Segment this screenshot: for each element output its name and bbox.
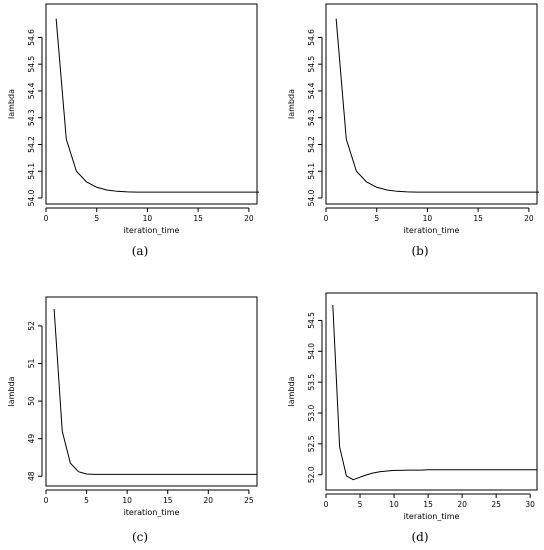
y-tick-label: 53.5 — [307, 374, 316, 391]
y-axis-label: lambda — [287, 89, 296, 119]
plot-frame — [45, 3, 258, 205]
x-tick-label: 5 — [94, 214, 99, 223]
y-tick-label: 52.0 — [307, 466, 316, 483]
x-tick-label: 5 — [84, 496, 89, 505]
y-axis-label: lambda — [7, 376, 16, 406]
x-tick-label: 15 — [163, 496, 173, 505]
y-axis-label: lambda — [287, 376, 296, 406]
x-axis-label: iteration_time — [124, 226, 180, 235]
x-tick-label: 20 — [204, 496, 214, 505]
panel-caption: (d) — [411, 530, 428, 544]
x-tick-label: 30 — [525, 500, 535, 509]
y-tick-label: 54.0 — [307, 343, 316, 360]
panel-caption: (a) — [132, 244, 149, 258]
x-tick-label: 10 — [143, 214, 153, 223]
panel-caption: (b) — [411, 244, 428, 258]
x-tick-label: 5 — [374, 214, 379, 223]
y-tick-label: 51 — [27, 358, 36, 368]
y-tick-label: 52.5 — [307, 435, 316, 452]
y-tick-label: 54.6 — [307, 29, 316, 46]
y-tick-label: 54.5 — [27, 56, 36, 73]
y-tick-label: 53.0 — [307, 404, 316, 421]
y-tick-label: 54.3 — [27, 109, 36, 126]
panel-2: 0 5 10 15 20 54.0 54.1 54.2 54.3 54.4 54.5 54.6 iter… — [287, 3, 540, 258]
panel-4: 0 5 10 15 20 25 30 52.0 52.5 53.0 53.5 54.0 54.5 iter… — [287, 292, 538, 544]
x-tick-label: 10 — [122, 496, 132, 505]
y-tick-label: 49 — [27, 434, 36, 444]
series-line — [55, 18, 260, 193]
y-tick-label: 50 — [27, 396, 36, 406]
x-tick-label: 0 — [324, 500, 329, 509]
y-axis-label: lambda — [7, 89, 16, 119]
y-tick-label: 54.5 — [307, 56, 316, 73]
y-tick-label: 54.0 — [307, 189, 316, 206]
x-tick-label: 15 — [473, 214, 483, 223]
x-tick-label: 20 — [457, 500, 467, 509]
panel-caption: (c) — [132, 530, 148, 544]
y-tick-label: 54.0 — [27, 189, 36, 206]
y-tick-label: 54.1 — [307, 163, 316, 180]
y-tick-label: 48 — [27, 471, 36, 481]
y-tick-label: 54.2 — [307, 136, 316, 153]
plot-frame — [325, 292, 538, 491]
series-line — [53, 308, 257, 475]
y-tick-label: 54.3 — [307, 109, 316, 126]
x-tick-label: 0 — [324, 214, 329, 223]
panel-1: 0 5 10 15 20 54.0 54.1 54.2 54.3 54.4 54.5 54.6 iter… — [7, 3, 260, 258]
x-tick-label: 25 — [244, 496, 254, 505]
y-tick-label: 54.4 — [307, 82, 316, 99]
plot-frame — [45, 296, 258, 487]
x-tick-label: 15 — [193, 214, 203, 223]
x-tick-label: 0 — [44, 496, 49, 505]
series-line — [335, 18, 540, 193]
x-tick-label: 25 — [491, 500, 501, 509]
x-tick-label: 20 — [244, 214, 254, 223]
y-tick-label: 54.1 — [27, 163, 36, 180]
x-axis-label: iteration_time — [404, 512, 460, 521]
x-tick-label: 0 — [44, 214, 49, 223]
y-tick-label: 54.5 — [307, 312, 316, 329]
x-axis-label: iteration_time — [404, 226, 460, 235]
x-tick-label: 15 — [423, 500, 433, 509]
panel-3: 0 5 10 15 20 25 48 49 50 51 52 iteration_time lambda… — [7, 296, 258, 544]
series-line — [332, 304, 537, 481]
plot-frame — [325, 3, 538, 205]
x-axis-label: iteration_time — [124, 508, 180, 517]
y-tick-label: 52 — [27, 321, 36, 331]
x-tick-label: 5 — [358, 500, 363, 509]
x-tick-label: 10 — [389, 500, 399, 509]
x-tick-label: 10 — [423, 214, 433, 223]
x-tick-label: 20 — [524, 214, 534, 223]
y-tick-label: 54.4 — [27, 82, 36, 99]
y-tick-label: 54.6 — [27, 29, 36, 46]
y-tick-label: 54.2 — [27, 136, 36, 153]
